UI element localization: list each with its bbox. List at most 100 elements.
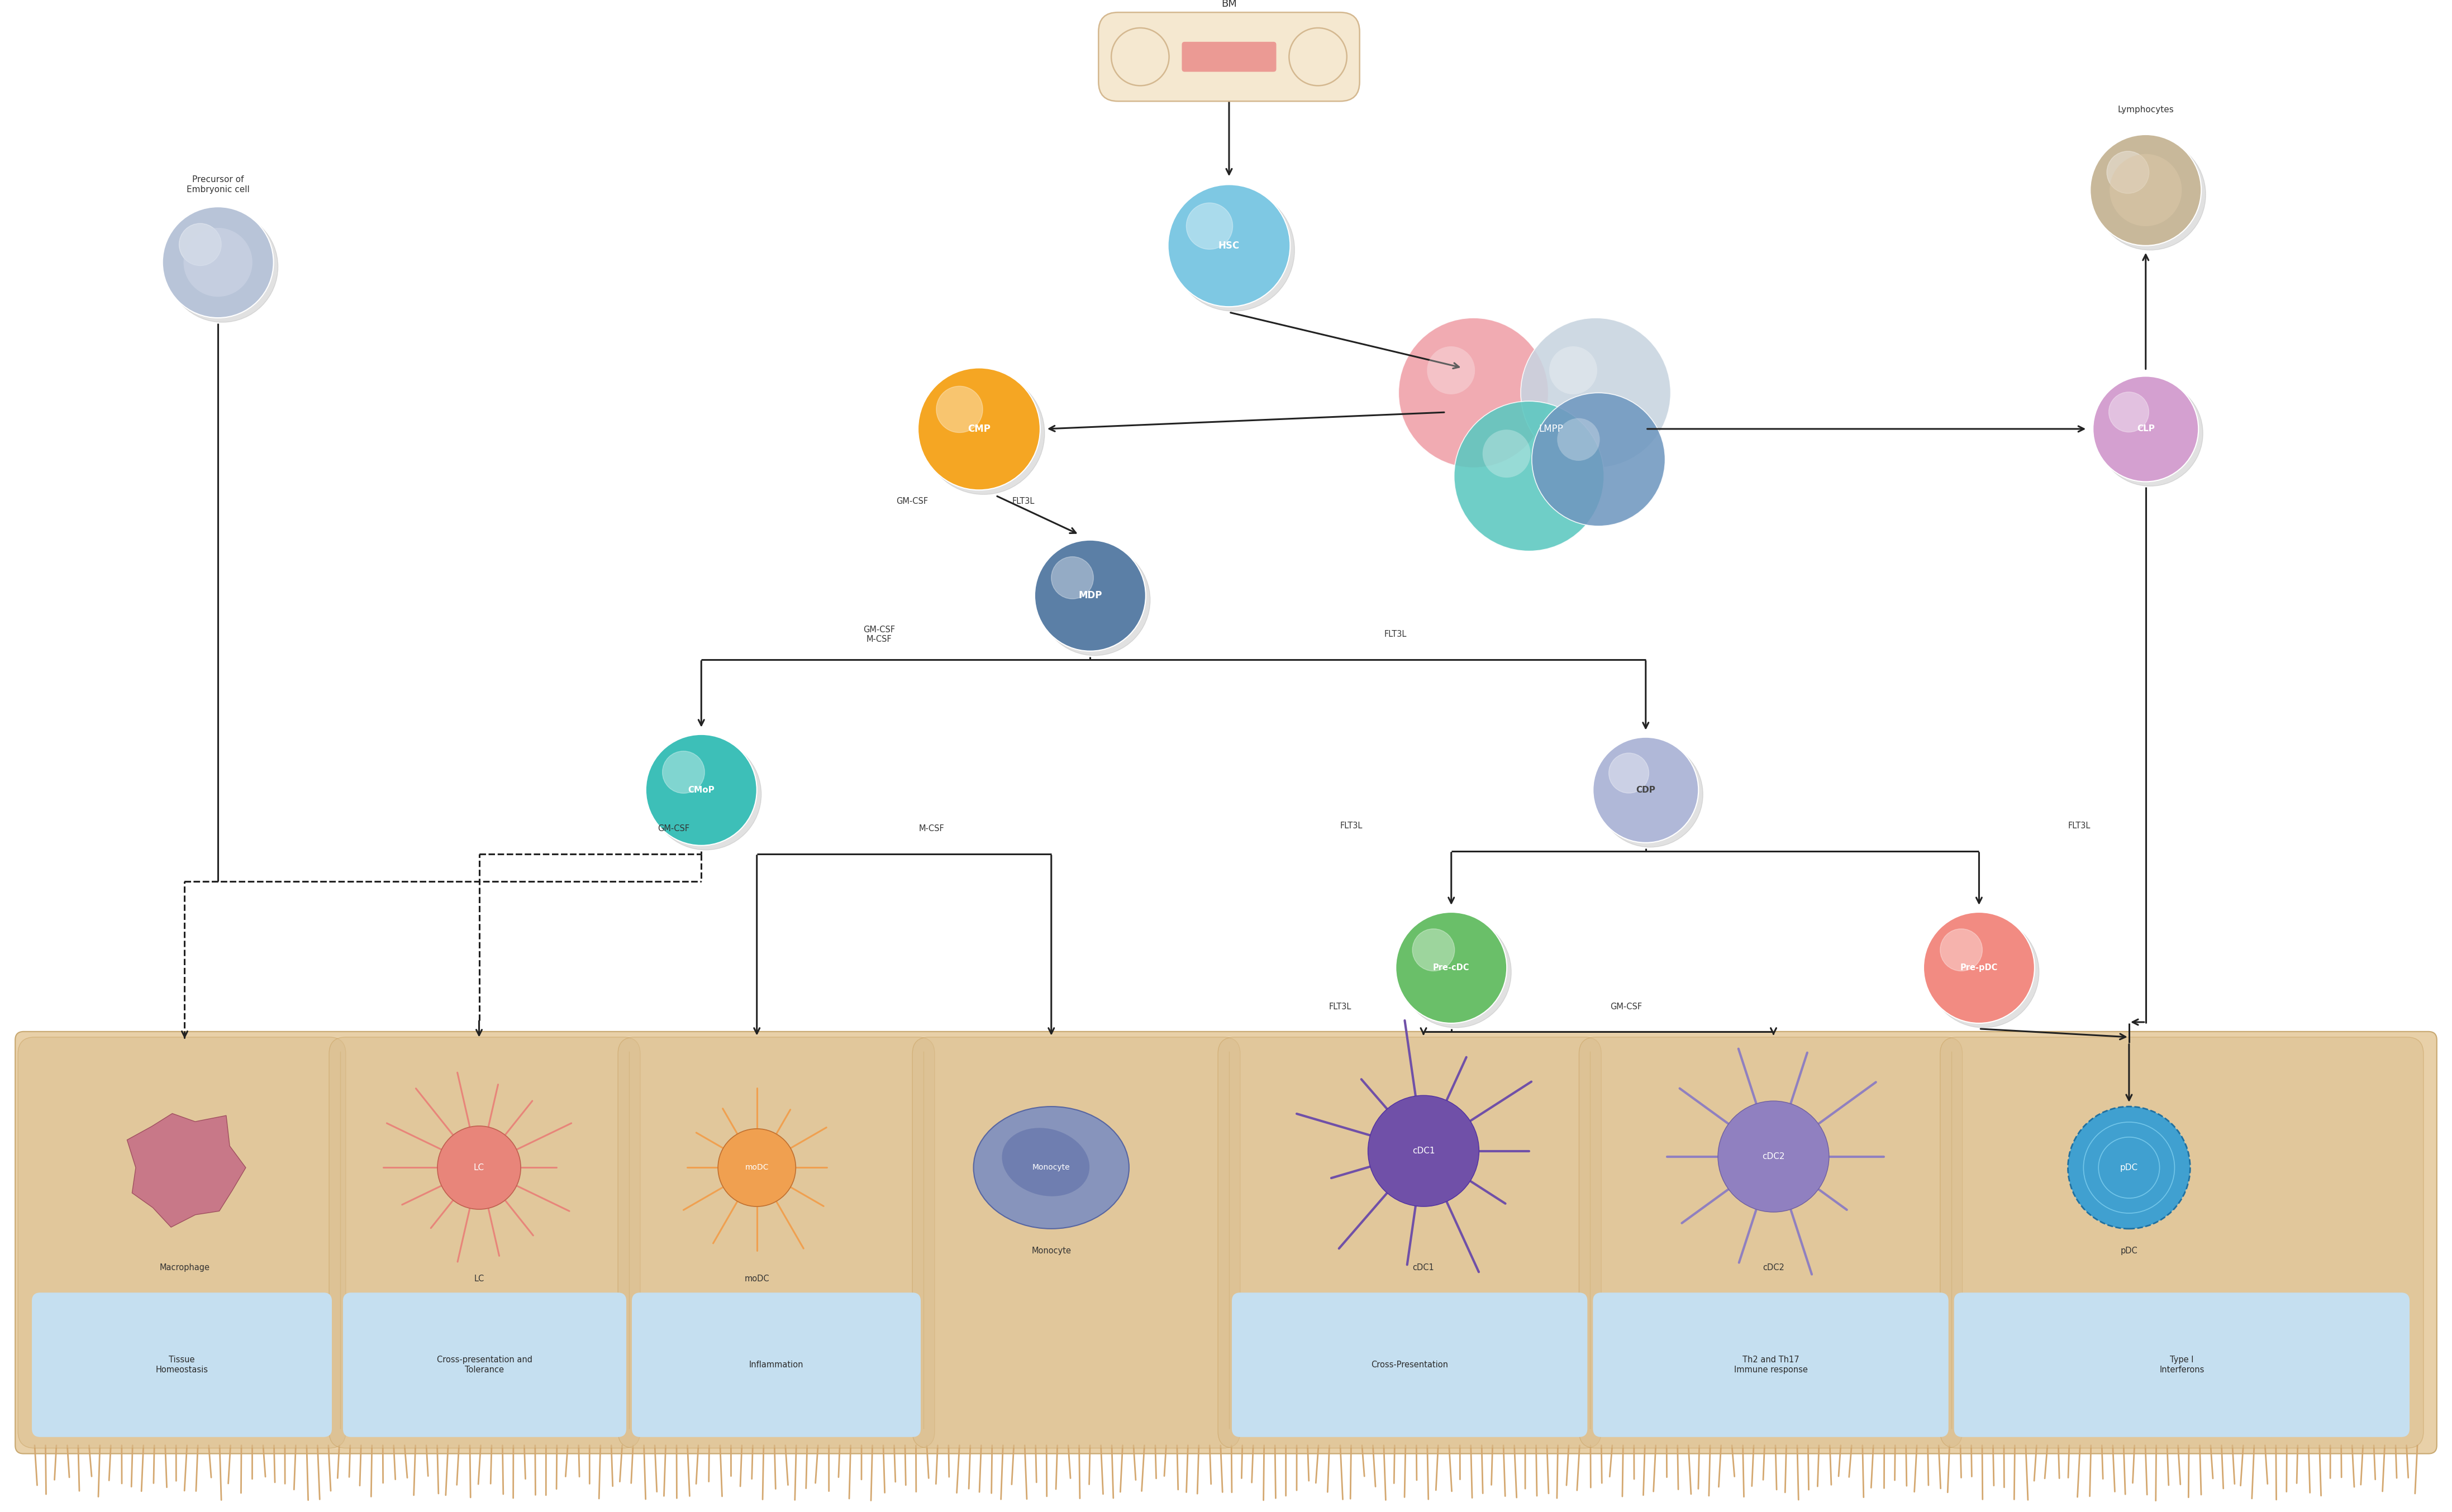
Text: Monocyte: Monocyte (1032, 1164, 1069, 1172)
FancyBboxPatch shape (17, 1037, 346, 1448)
Text: GM-CSF: GM-CSF (897, 497, 929, 505)
Circle shape (662, 751, 704, 794)
FancyBboxPatch shape (343, 1293, 625, 1436)
FancyBboxPatch shape (329, 1037, 640, 1448)
Text: MDP: MDP (1079, 591, 1101, 600)
Text: CMoP: CMoP (689, 786, 714, 794)
Text: LC: LC (473, 1163, 485, 1172)
FancyBboxPatch shape (1182, 42, 1277, 71)
Circle shape (1412, 928, 1454, 971)
Text: GM-CSF: GM-CSF (1611, 1002, 1643, 1010)
Circle shape (1557, 419, 1599, 461)
Circle shape (1483, 429, 1530, 478)
Circle shape (2089, 135, 2202, 245)
Circle shape (1940, 928, 1981, 971)
Circle shape (1187, 203, 1233, 249)
Circle shape (2094, 376, 2199, 482)
Text: pDC: pDC (2121, 1247, 2138, 1255)
Text: cDC1: cDC1 (1412, 1264, 1434, 1272)
Text: Th2 and Th17
Immune response: Th2 and Th17 Immune response (1734, 1356, 1807, 1374)
Text: HSC: HSC (1219, 240, 1241, 251)
Circle shape (2106, 151, 2148, 194)
Text: Pre-pDC: Pre-pDC (1959, 963, 1998, 972)
Circle shape (2109, 392, 2148, 432)
Text: pDC: pDC (2121, 1163, 2138, 1172)
FancyBboxPatch shape (1954, 1293, 2410, 1436)
FancyBboxPatch shape (912, 1037, 1241, 1448)
Text: Cross-presentation and
Tolerance: Cross-presentation and Tolerance (436, 1356, 532, 1374)
Text: GM-CSF
M-CSF: GM-CSF M-CSF (863, 626, 895, 644)
Text: Monocyte: Monocyte (1032, 1247, 1072, 1255)
Circle shape (1290, 27, 1346, 86)
Text: GM-CSF: GM-CSF (657, 824, 689, 833)
Text: Type I
Interferons: Type I Interferons (2160, 1356, 2204, 1374)
Text: FLT3L: FLT3L (1339, 823, 1363, 830)
Circle shape (162, 207, 275, 318)
Circle shape (1368, 1095, 1479, 1207)
Circle shape (1596, 741, 1704, 847)
Circle shape (184, 228, 253, 296)
Text: FLT3L: FLT3L (1385, 631, 1407, 638)
Circle shape (1609, 753, 1648, 794)
Circle shape (2109, 154, 2182, 227)
Circle shape (1454, 401, 1604, 550)
Circle shape (1520, 318, 1670, 467)
FancyBboxPatch shape (1579, 1037, 1962, 1448)
Circle shape (1922, 912, 2035, 1024)
FancyBboxPatch shape (15, 1031, 2437, 1453)
FancyBboxPatch shape (618, 1037, 934, 1448)
Circle shape (1533, 393, 1665, 526)
Ellipse shape (973, 1107, 1128, 1229)
Circle shape (922, 372, 1045, 494)
Circle shape (1550, 346, 1596, 395)
Text: cDC2: cDC2 (1763, 1264, 1785, 1272)
Text: Cross-Presentation: Cross-Presentation (1371, 1361, 1449, 1368)
Text: cDC1: cDC1 (1412, 1146, 1434, 1155)
Circle shape (645, 735, 758, 845)
FancyBboxPatch shape (32, 1293, 331, 1436)
Circle shape (2094, 139, 2207, 249)
Text: Tissue
Homeostasis: Tissue Homeostasis (154, 1356, 208, 1374)
Text: LC: LC (473, 1275, 483, 1282)
Text: Precursor of
Embryonic cell: Precursor of Embryonic cell (186, 175, 250, 194)
FancyBboxPatch shape (1231, 1293, 1586, 1436)
Circle shape (1052, 556, 1094, 599)
Circle shape (2096, 381, 2202, 487)
Circle shape (1167, 184, 1290, 307)
Circle shape (1927, 916, 2040, 1028)
Circle shape (1035, 540, 1145, 652)
Text: Lymphocytes: Lymphocytes (2119, 106, 2175, 113)
FancyBboxPatch shape (1594, 1293, 1949, 1436)
Circle shape (1594, 738, 1699, 842)
Circle shape (650, 739, 760, 850)
Text: FLT3L: FLT3L (1329, 1002, 1351, 1010)
Text: cDC2: cDC2 (1763, 1152, 1785, 1161)
Circle shape (1398, 318, 1550, 467)
Text: Inflammation: Inflammation (748, 1361, 804, 1368)
Circle shape (1172, 189, 1295, 311)
Circle shape (1719, 1101, 1829, 1213)
Circle shape (1400, 916, 1510, 1028)
Ellipse shape (1003, 1128, 1089, 1196)
Polygon shape (128, 1113, 245, 1228)
Text: M-CSF: M-CSF (920, 824, 944, 833)
Circle shape (1111, 27, 1170, 86)
Circle shape (436, 1126, 520, 1210)
Text: CMP: CMP (969, 423, 991, 434)
Text: LMPP: LMPP (1540, 423, 1564, 434)
FancyBboxPatch shape (633, 1293, 922, 1436)
Circle shape (1040, 544, 1150, 656)
Circle shape (937, 386, 983, 432)
Circle shape (179, 224, 221, 266)
Text: Macrophage: Macrophage (159, 1264, 211, 1272)
Text: FLT3L: FLT3L (2067, 823, 2089, 830)
Text: moDC: moDC (745, 1164, 770, 1172)
FancyBboxPatch shape (1219, 1037, 1601, 1448)
Circle shape (167, 212, 277, 322)
FancyBboxPatch shape (1098, 12, 1358, 101)
Circle shape (917, 367, 1040, 490)
Text: Pre-cDC: Pre-cDC (1432, 963, 1469, 972)
Circle shape (2067, 1107, 2190, 1229)
Circle shape (718, 1129, 797, 1207)
FancyBboxPatch shape (1940, 1037, 2423, 1448)
